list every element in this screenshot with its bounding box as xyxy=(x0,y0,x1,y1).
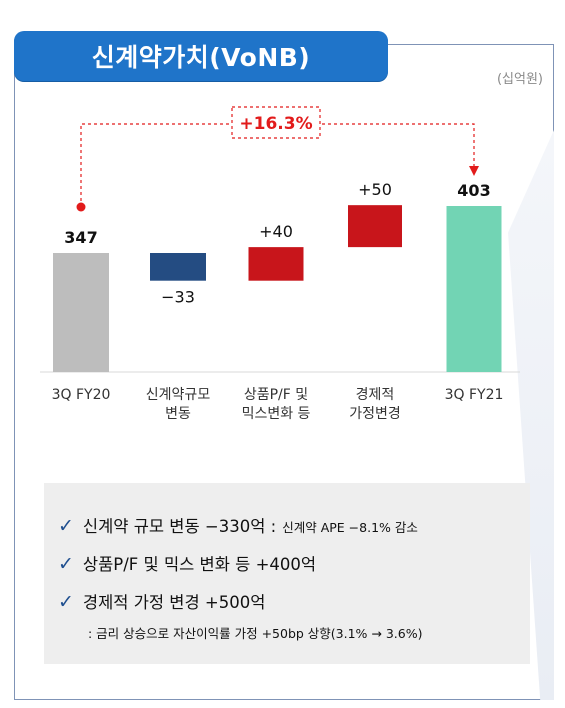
growth-label-box xyxy=(231,106,321,139)
summary-item-2: ✓ 상품P/F 및 믹스 변화 등 +400억 xyxy=(58,551,316,575)
summary-item-3-main: 경제적 가정 변경 +500억 xyxy=(82,593,266,612)
bar-5 xyxy=(446,206,502,372)
summary-item-1-main: 신계약 규모 변동 −330억 : xyxy=(82,517,277,536)
value-label-4: +50 xyxy=(358,180,392,199)
value-label-3: +40 xyxy=(259,222,293,241)
summary-box: ✓ 신계약 규모 변동 −330억 : 신계약 APE −8.1% 감소 ✓ 상… xyxy=(44,483,530,664)
category-label-4-line-1: 경제적 xyxy=(356,387,395,403)
summary-item-2-main: 상품P/F 및 믹스 변화 등 +400억 xyxy=(82,555,317,574)
title-tab: 신계약가치(VoNB) xyxy=(14,31,388,81)
check-icon: ✓ xyxy=(58,515,74,537)
category-label-3-line-1: 상품P/F 및 xyxy=(244,387,308,403)
value-label-2: −33 xyxy=(161,288,195,307)
category-label-1: 3Q FY20 xyxy=(52,387,111,403)
growth-arrowhead xyxy=(469,166,479,176)
bar-2 xyxy=(150,253,206,281)
check-icon: ✓ xyxy=(58,591,74,613)
category-label-3-line-2: 믹스변화 등 xyxy=(242,406,311,422)
summary-item-3: ✓ 경제적 가정 변경 +500억 xyxy=(58,589,265,613)
category-label-2-line-2: 변동 xyxy=(165,406,191,422)
category-label-4-line-2: 가정변경 xyxy=(349,406,401,422)
category-label-5: 3Q FY21 xyxy=(445,387,504,403)
growth-connector xyxy=(80,123,475,207)
check-icon: ✓ xyxy=(58,553,74,575)
summary-item-1-sub: 신계약 APE −8.1% 감소 xyxy=(282,520,418,535)
unit-label: (십억원) xyxy=(496,72,543,87)
bar-4 xyxy=(348,205,402,248)
summary-note: : 금리 상승으로 자산이익률 가정 +50bp 상향(3.1% → 3.6%) xyxy=(88,626,423,641)
page-title: 신계약가치(VoNB) xyxy=(91,43,311,72)
summary-item-1: ✓ 신계약 규모 변동 −330억 : 신계약 APE −8.1% 감소 xyxy=(58,513,418,537)
growth-label: +16.3% xyxy=(239,114,312,134)
value-label-5: 403 xyxy=(457,181,490,200)
category-label-2-line-1: 신계약규모 xyxy=(146,387,211,403)
growth-start-dot xyxy=(76,202,86,212)
value-label-1: 347 xyxy=(64,228,97,247)
bar-1 xyxy=(53,253,109,372)
bar-3 xyxy=(248,247,304,281)
